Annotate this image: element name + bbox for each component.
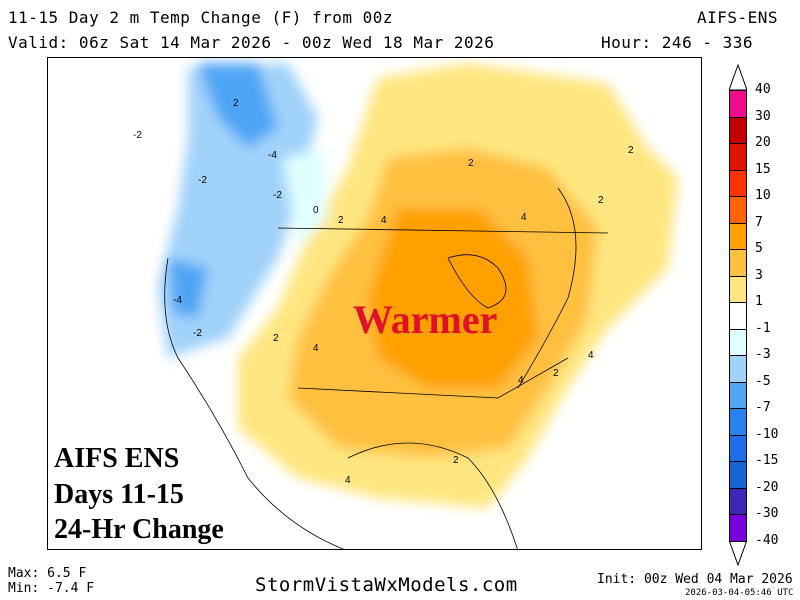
min-value: Min: -7.4 F [8,581,95,596]
colorbar-swatch [729,408,747,436]
overlay-line-change: 24-Hr Change [54,514,224,545]
colorbar-label: 1 [755,294,763,309]
generated-timestamp: 2026-03-04-05:46 UTC [685,588,794,598]
colorbar-label: 10 [755,188,771,203]
colorbar-label: -15 [755,453,779,468]
colorbar-swatch [729,302,747,330]
contour-label: 4 [518,375,524,386]
colorbar-label: 40 [755,82,771,97]
forecast-hours: Hour: 246 - 336 [601,33,753,52]
contour-label: 2 [338,215,344,226]
warmer-annotation: Warmer [353,297,498,342]
colorbar-label: -3 [755,347,771,362]
colorbar-label: -40 [755,532,779,548]
contour-label: 2 [468,158,474,169]
colorbar-swatch [729,487,747,515]
colorbar-label: 15 [755,161,771,177]
colorbar-label: -10 [755,426,779,442]
colorbar-label: 30 [755,108,771,124]
colorbar-label: 3 [755,267,763,283]
overlay-line-model: AIFS ENS [54,443,180,474]
contour-label: 2 [598,195,604,206]
valid-period: Valid: 06z Sat 14 Mar 2026 - 00z Wed 18 … [8,33,495,52]
site-name: StormVistaWxModels.com [255,574,518,596]
colorbar-label: -5 [755,373,771,389]
contour-label: -4 [268,150,277,161]
colorbar-swatch [729,196,747,224]
contour-label: 4 [345,475,351,486]
contour-label: 2 [553,368,559,379]
colorbar-label: -7 [755,400,771,415]
colorbar-swatch [729,514,747,542]
colorbar-swatch [729,275,747,303]
colorbar-label: -30 [755,506,779,521]
contour-label: -2 [133,130,142,141]
init-time: Init: 00z Wed 04 Mar 2026 [597,572,793,587]
colorbar-swatch [729,381,747,409]
contour-label: 0 [313,205,319,216]
model-name: AIFS-ENS [697,8,779,27]
colorbar-label: -1 [755,320,771,336]
max-value: Max: 6.5 F [8,566,87,581]
overlay-line-days: Days 11-15 [54,479,184,510]
colorbar-swatch [729,434,747,462]
contour-label: 2 [628,145,634,156]
temperature-change-map: -2 -4 -2 -2 0 2 4 2 4 2 2 4 2 4 2 -4 -2 … [47,57,702,550]
colorbar-label: 5 [755,241,763,256]
colorbar-swatch [729,249,747,277]
colorbar-swatch [729,328,747,356]
colorbar-label: -20 [755,479,779,495]
coastlines-borders [164,187,609,549]
contour-label: -2 [193,328,202,339]
contour-label: -2 [273,190,282,201]
colorbar-label: 20 [755,135,771,150]
contour-label: -2 [198,175,207,186]
colorbar-swatch [729,169,747,197]
colorbar-swatch [729,116,747,144]
chart-title: 11-15 Day 2 m Temp Change (F) from 00z [8,8,394,27]
contour-label: 2 [453,455,459,466]
contour-label: 2 [273,333,279,344]
colorbar-swatch [729,461,747,489]
contour-label: 4 [588,350,594,361]
colorbar-label: 7 [755,214,763,230]
colorbar-swatch [729,355,747,383]
colorbar-swatch [729,143,747,171]
pale-cyan-region [283,148,328,248]
contour-label: 4 [313,343,319,354]
blue-region [168,63,278,318]
contour-label: -4 [173,295,182,306]
contour-label: 4 [521,212,527,223]
map-canvas: -2 -4 -2 -2 0 2 4 2 4 2 2 4 2 4 2 -4 -2 … [133,63,678,549]
orange-region [368,208,538,388]
colorbar-swatch [729,90,747,118]
contour-label: 2 [233,98,239,109]
contour-label: 4 [381,215,387,226]
colorbar-swatch [729,222,747,250]
colorbar-top-arrow [729,64,747,90]
colorbar-bottom-arrow [729,540,747,566]
